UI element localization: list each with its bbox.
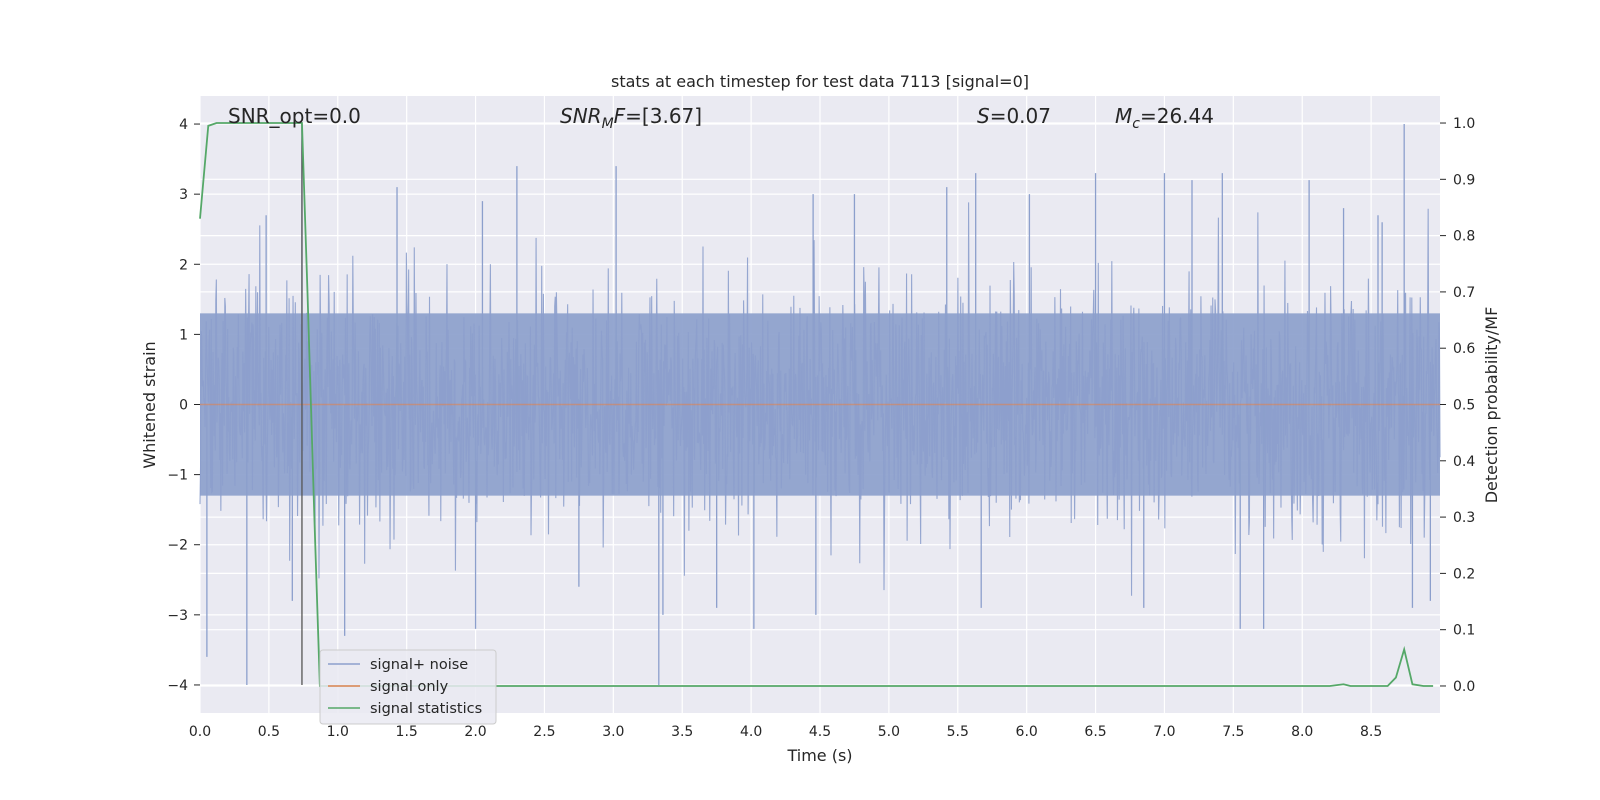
x-tick-label: 3.0 (602, 724, 624, 740)
series-layer (199, 122, 1440, 687)
series-signal-statistics-line (199, 122, 1434, 687)
x-tick-label: 2.5 (533, 724, 555, 740)
y-tick-label-right: 0.2 (1453, 566, 1475, 582)
annotation-snr-mf: SNRMF=[3.67] (560, 104, 702, 132)
annotation-s: S=0.07 (977, 104, 1051, 128)
x-tick-label: 0.5 (258, 724, 280, 740)
y-tick-label-right: 0.4 (1453, 454, 1475, 470)
y-ticks: −4 −3 −2 −1 0 1 2 3 4 (167, 117, 200, 694)
y-axis-label: Whitened strain (140, 341, 159, 468)
x-tick-label: 7.0 (1153, 724, 1175, 740)
y-tick-label-right: 0.9 (1453, 172, 1475, 188)
y-tick-label: 1 (179, 327, 188, 343)
y-tick-label: 3 (179, 187, 188, 203)
x-tick-label: 8.5 (1360, 724, 1382, 740)
legend-label-signal: signal only (370, 679, 449, 695)
legend: signal+ noise signal only signal statist… (319, 649, 497, 725)
x-tick-label: 5.0 (878, 724, 900, 740)
x-tick-label: 3.5 (671, 724, 693, 740)
y-tick-label: 0 (179, 398, 188, 414)
legend-box (319, 649, 497, 725)
y-tick-label-right: 0.5 (1453, 398, 1475, 414)
x-tick-label: 1.0 (327, 724, 349, 740)
legend-label-noise: signal+ noise (370, 657, 468, 673)
x-tick-label: 7.5 (1222, 724, 1244, 740)
x-tick-label: 1.5 (396, 724, 418, 740)
x-tick-label: 8.0 (1291, 724, 1313, 740)
x-tick-label: 2.0 (464, 724, 486, 740)
y-tick-label: −1 (167, 468, 188, 484)
annotation-mc: Mc=26.44 (1115, 104, 1214, 132)
x-tick-label: 5.5 (947, 724, 969, 740)
y-tick-label-right: 0.8 (1453, 229, 1475, 245)
x-tick-label: 0.0 (189, 724, 211, 740)
x-tick-label: 6.5 (1084, 724, 1106, 740)
x-axis-label: Time (s) (786, 746, 852, 765)
y-tick-label-right: 0.0 (1453, 679, 1475, 695)
y-tick-label: −3 (167, 608, 188, 624)
x-tick-label: 4.5 (809, 724, 831, 740)
legend-label-stats: signal statistics (370, 701, 482, 717)
y-tick-label-right: 0.6 (1453, 341, 1475, 357)
y-tick-label-right: 0.1 (1453, 623, 1475, 639)
x-ticks: 0.0 0.5 1.0 1.5 2.0 2.5 3.0 3.5 4.0 4.5 5.0 5.5 6.0 6… (189, 724, 1382, 740)
y-axis-right-label: Detection probability/MF (1482, 307, 1501, 504)
annotation-snr-opt: SNR_opt=0.0 (228, 104, 361, 128)
y-tick-label: 2 (179, 257, 188, 273)
y-tick-label-right: 1.0 (1453, 116, 1475, 132)
series-noise-line (199, 202, 1441, 596)
chart-title: stats at each timestep for test data 711… (611, 72, 1029, 91)
y-ticks-right: 0.0 0.1 0.2 0.3 0.4 0.5 0.6 0.7 0.8 0.9 1.0 (1440, 116, 1475, 695)
y-tick-label-right: 0.7 (1453, 285, 1475, 301)
y-tick-label: −4 (167, 678, 188, 694)
x-tick-label: 6.0 (1016, 724, 1038, 740)
x-tick-label: 4.0 (740, 724, 762, 740)
y-tick-label-right: 0.3 (1453, 510, 1475, 526)
y-tick-label: −2 (167, 538, 188, 554)
y-tick-label: 4 (179, 117, 188, 133)
